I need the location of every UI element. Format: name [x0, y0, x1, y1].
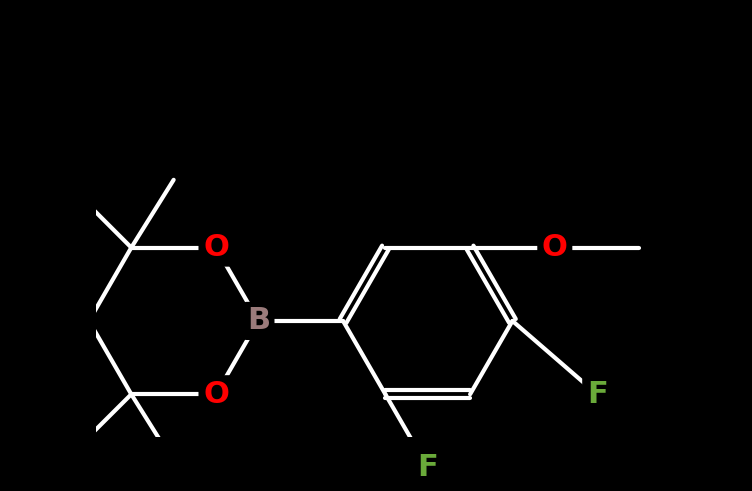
Text: O: O [203, 233, 229, 262]
Text: O: O [203, 380, 229, 409]
Text: F: F [587, 380, 608, 409]
Text: B: B [247, 306, 270, 335]
Text: O: O [542, 233, 568, 262]
Text: F: F [417, 453, 438, 482]
